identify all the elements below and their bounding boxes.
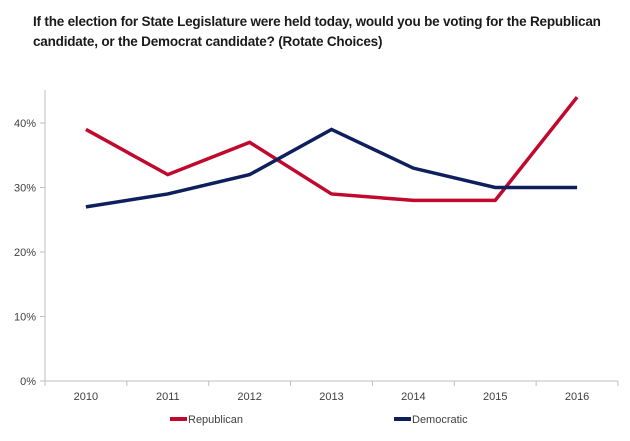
x-tick-label: 2016 <box>565 391 589 403</box>
x-tick-label: 2014 <box>401 391 425 403</box>
axes: 0% 10% 20% 30% 40% 2010 2011 2012 2013 2014 2015 20… <box>14 90 619 403</box>
y-tick-label: 0% <box>20 376 36 388</box>
y-tick-label: 20% <box>14 247 36 259</box>
x-tick-label: 2010 <box>74 391 98 403</box>
legend-label-republican: Republican <box>188 414 243 426</box>
x-tick-label: 2015 <box>483 391 507 403</box>
y-tick-label: 40% <box>14 118 36 130</box>
x-tick-label: 2013 <box>319 391 343 403</box>
series-line-republican <box>85 96 579 203</box>
y-tick-label: 10% <box>14 312 36 324</box>
legend: Republican Democratic <box>170 414 468 426</box>
series-group <box>85 96 579 209</box>
x-tick-label: 2012 <box>237 391 261 403</box>
x-tick-label: 2011 <box>156 391 180 403</box>
chart-title: If the election for State Legislature we… <box>33 14 601 49</box>
legend-label-democratic: Democratic <box>412 414 468 426</box>
y-tick-label: 30% <box>14 183 36 195</box>
